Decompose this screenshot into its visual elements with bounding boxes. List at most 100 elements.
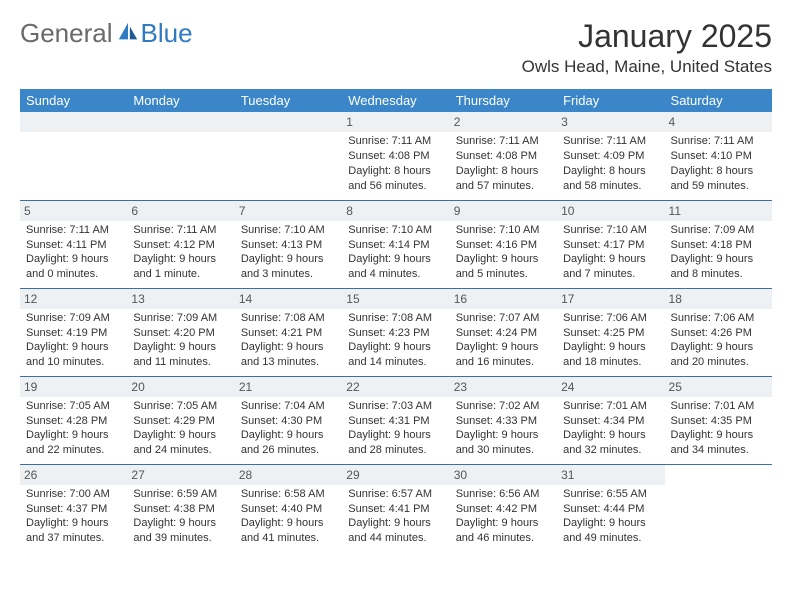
sunset-line: Sunset: 4:42 PM xyxy=(456,502,553,517)
sunset-line: Sunset: 4:37 PM xyxy=(26,502,123,517)
day-number: 23 xyxy=(450,377,557,397)
sunset-line: Sunset: 4:28 PM xyxy=(26,414,123,429)
sunrise-line: Sunrise: 7:09 AM xyxy=(133,311,230,326)
calendar-cell: 24Sunrise: 7:01 AMSunset: 4:34 PMDayligh… xyxy=(557,376,664,464)
daylight-line: Daylight: 9 hours and 46 minutes. xyxy=(456,516,553,546)
calendar-cell: 11Sunrise: 7:09 AMSunset: 4:18 PMDayligh… xyxy=(665,200,772,288)
day-number: 16 xyxy=(450,289,557,309)
sunrise-line: Sunrise: 7:09 AM xyxy=(671,223,768,238)
calendar-cell: 29Sunrise: 6:57 AMSunset: 4:41 PMDayligh… xyxy=(342,464,449,552)
weekday-header: Sunday xyxy=(20,89,127,112)
calendar-row: 12Sunrise: 7:09 AMSunset: 4:19 PMDayligh… xyxy=(20,288,772,376)
sunset-line: Sunset: 4:08 PM xyxy=(348,149,445,164)
sunset-line: Sunset: 4:29 PM xyxy=(133,414,230,429)
sunrise-line: Sunrise: 6:57 AM xyxy=(348,487,445,502)
weekday-header: Tuesday xyxy=(235,89,342,112)
calendar-cell: 3Sunrise: 7:11 AMSunset: 4:09 PMDaylight… xyxy=(557,112,664,200)
daylight-line: Daylight: 8 hours and 59 minutes. xyxy=(671,164,768,194)
daylight-line: Daylight: 9 hours and 3 minutes. xyxy=(241,252,338,282)
daylight-line: Daylight: 9 hours and 1 minute. xyxy=(133,252,230,282)
day-number-empty xyxy=(235,112,342,132)
day-number: 11 xyxy=(665,201,772,221)
calendar-cell: 31Sunrise: 6:55 AMSunset: 4:44 PMDayligh… xyxy=(557,464,664,552)
daylight-line: Daylight: 9 hours and 20 minutes. xyxy=(671,340,768,370)
day-number: 17 xyxy=(557,289,664,309)
daylight-line: Daylight: 9 hours and 8 minutes. xyxy=(671,252,768,282)
sunrise-line: Sunrise: 7:10 AM xyxy=(241,223,338,238)
calendar-cell: 28Sunrise: 6:58 AMSunset: 4:40 PMDayligh… xyxy=(235,464,342,552)
day-number: 9 xyxy=(450,201,557,221)
day-number: 21 xyxy=(235,377,342,397)
sunset-line: Sunset: 4:44 PM xyxy=(563,502,660,517)
daylight-line: Daylight: 9 hours and 41 minutes. xyxy=(241,516,338,546)
day-number: 3 xyxy=(557,112,664,132)
day-number: 22 xyxy=(342,377,449,397)
daylight-line: Daylight: 9 hours and 0 minutes. xyxy=(26,252,123,282)
sunset-line: Sunset: 4:19 PM xyxy=(26,326,123,341)
day-number: 2 xyxy=(450,112,557,132)
sunset-line: Sunset: 4:21 PM xyxy=(241,326,338,341)
sunset-line: Sunset: 4:26 PM xyxy=(671,326,768,341)
calendar-cell: 6 Sunrise: 7:11 AMSunset: 4:12 PMDaylight… xyxy=(127,200,234,288)
calendar-row: 1 Sunrise: 7:11 AM Sunset: 4:08 PM Daylight… xyxy=(20,112,772,200)
calendar-table: SundayMondayTuesdayWednesdayThursdayFrid… xyxy=(20,89,772,552)
sunset-line: Sunset: 4:16 PM xyxy=(456,238,553,253)
day-number: 26 xyxy=(20,465,127,485)
day-number: 15 xyxy=(342,289,449,309)
calendar-cell xyxy=(20,112,127,200)
daylight-line: Daylight: 9 hours and 22 minutes. xyxy=(26,428,123,458)
daylight-line: Daylight: 9 hours and 4 minutes. xyxy=(348,252,445,282)
day-number: 19 xyxy=(20,377,127,397)
sunset-line: Sunset: 4:24 PM xyxy=(456,326,553,341)
day-number: 6 xyxy=(127,201,234,221)
calendar-cell: 23Sunrise: 7:02 AMSunset: 4:33 PMDayligh… xyxy=(450,376,557,464)
day-number: 31 xyxy=(557,465,664,485)
sunrise-line: Sunrise: 7:10 AM xyxy=(456,223,553,238)
calendar-cell: 2Sunrise: 7:11 AMSunset: 4:08 PMDaylight… xyxy=(450,112,557,200)
daylight-line: Daylight: 9 hours and 37 minutes. xyxy=(26,516,123,546)
sunrise-line: Sunrise: 7:11 AM xyxy=(563,134,660,149)
day-number: 1 xyxy=(342,112,449,132)
day-number: 4 xyxy=(665,112,772,132)
daylight-line: Daylight: 9 hours and 14 minutes. xyxy=(348,340,445,370)
calendar-cell: 19Sunrise: 7:05 AMSunset: 4:28 PMDayligh… xyxy=(20,376,127,464)
sunrise-line: Sunrise: 7:10 AM xyxy=(348,223,445,238)
day-number: 12 xyxy=(20,289,127,309)
calendar-cell: 18Sunrise: 7:06 AMSunset: 4:26 PMDayligh… xyxy=(665,288,772,376)
calendar-cell: 8Sunrise: 7:10 AMSunset: 4:14 PMDaylight… xyxy=(342,200,449,288)
calendar-row: 26Sunrise: 7:00 AMSunset: 4:37 PMDayligh… xyxy=(20,464,772,552)
day-number: 24 xyxy=(557,377,664,397)
calendar-cell xyxy=(235,112,342,200)
day-number-empty xyxy=(127,112,234,132)
calendar-cell: 5Sunrise: 7:11 AMSunset: 4:11 PMDaylight… xyxy=(20,200,127,288)
day-number: 25 xyxy=(665,377,772,397)
sunset-line: Sunset: 4:33 PM xyxy=(456,414,553,429)
sunrise-line: Sunrise: 7:11 AM xyxy=(26,223,123,238)
sunset-line: Sunset: 4:31 PM xyxy=(348,414,445,429)
daylight-line: Daylight: 9 hours and 28 minutes. xyxy=(348,428,445,458)
sunset-line: Sunset: 4:30 PM xyxy=(241,414,338,429)
day-number: 28 xyxy=(235,465,342,485)
calendar-cell: 14Sunrise: 7:08 AMSunset: 4:21 PMDayligh… xyxy=(235,288,342,376)
daylight-line: Daylight: 9 hours and 13 minutes. xyxy=(241,340,338,370)
calendar-cell: 20Sunrise: 7:05 AMSunset: 4:29 PMDayligh… xyxy=(127,376,234,464)
daylight-line: Daylight: 9 hours and 10 minutes. xyxy=(26,340,123,370)
sunrise-line: Sunrise: 7:05 AM xyxy=(133,399,230,414)
daylight-line: Daylight: 9 hours and 7 minutes. xyxy=(563,252,660,282)
sunset-line: Sunset: 4:11 PM xyxy=(26,238,123,253)
calendar-cell: 9 Sunrise: 7:10 AMSunset: 4:16 PMDaylight… xyxy=(450,200,557,288)
sail-icon xyxy=(117,21,139,43)
daylight-line: Daylight: 9 hours and 49 minutes. xyxy=(563,516,660,546)
calendar-cell: 15Sunrise: 7:08 AMSunset: 4:23 PMDayligh… xyxy=(342,288,449,376)
calendar-cell xyxy=(665,464,772,552)
logo: General Blue xyxy=(20,18,193,49)
daylight-line: Daylight: 8 hours and 57 minutes. xyxy=(456,164,553,194)
daylight-line: Daylight: 9 hours and 5 minutes. xyxy=(456,252,553,282)
sunset-line: Sunset: 4:12 PM xyxy=(133,238,230,253)
sunrise-line: Sunrise: 7:11 AM xyxy=(133,223,230,238)
sunrise-line: Sunrise: 7:11 AM xyxy=(671,134,768,149)
day-number: 18 xyxy=(665,289,772,309)
day-number: 10 xyxy=(557,201,664,221)
sunrise-line: Sunrise: 7:03 AM xyxy=(348,399,445,414)
day-number-empty xyxy=(20,112,127,132)
